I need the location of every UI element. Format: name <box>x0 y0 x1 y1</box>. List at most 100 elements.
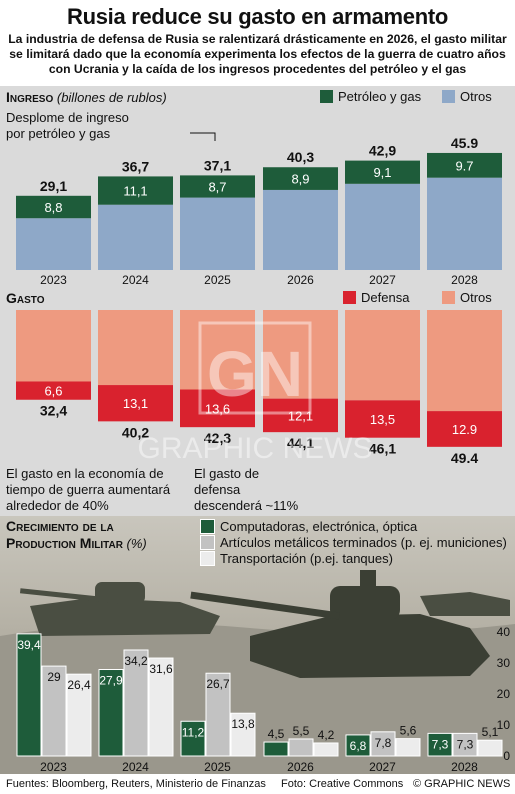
growth-legend-metal: Artículos metálicos terminados (p. ej. m… <box>200 535 507 550</box>
tank-silhouette <box>190 570 490 678</box>
x-tick-label: 2023 <box>40 760 67 774</box>
bar-petroleo-gas <box>16 195 91 219</box>
bar-segment-label: 9,1 <box>373 165 391 180</box>
income-panel: Ingreso (billones de rublos) Petróleo y … <box>0 86 515 290</box>
growth-bar-label: 13,8 <box>231 717 255 731</box>
growth-chart: 40 30 20 10 0 39,4 29 26,4 2023 27,934,231,6 2024 1… <box>16 625 511 774</box>
growth-bar-label: 11,2 <box>182 725 205 739</box>
y-tick-label: 40 <box>497 625 511 639</box>
x-tick-label: 2023 <box>40 273 67 287</box>
y-tick-label: 30 <box>497 656 511 670</box>
legend-swatch <box>442 90 455 103</box>
footer-brand: © GRAPHIC NEWS <box>413 778 511 790</box>
growth-bar-label: 5,6 <box>400 724 417 738</box>
bar-segment-label: 13,6 <box>205 401 230 416</box>
growth-bar <box>16 633 42 757</box>
footer-sources: Fuentes: Bloomberg, Reuters, Ministerio … <box>6 778 266 790</box>
bar-total-label: 42,3 <box>204 430 231 446</box>
income-annotation: Desplome de ingreso por petróleo y gas <box>6 110 129 141</box>
growth-bar <box>180 720 206 757</box>
spending-chart: 6,6 32,4 13,1 40,2 13,6 42,3 12,1 44,1 13,5 46,1 1… <box>16 310 502 466</box>
page-subtitle: La industria de defensa de Rusia se rale… <box>8 32 507 76</box>
x-tick-label: 2026 <box>287 273 314 287</box>
income-legend-other: Otros <box>442 89 492 104</box>
bar-otros <box>263 189 338 270</box>
bar-defensa <box>427 411 502 447</box>
x-tick-label: 2024 <box>122 273 149 287</box>
growth-bar <box>288 738 314 757</box>
growth-bar <box>452 732 478 757</box>
spending-heading-text: Gasto <box>6 290 45 306</box>
legend-label: Otros <box>460 89 492 104</box>
legend-swatch <box>200 519 215 534</box>
bar-total-label: 36,7 <box>122 158 149 174</box>
growth-bar <box>41 665 67 757</box>
legend-swatch <box>343 291 356 304</box>
footer-photo-credit: Foto: Creative Commons <box>281 778 404 790</box>
x-tick-label: 2028 <box>451 760 478 774</box>
bar-segment-label: 8,7 <box>208 179 226 194</box>
legend-swatch <box>442 291 455 304</box>
growth-bar <box>98 669 124 757</box>
growth-legend-transport: Transportación (p.ej. tanques) <box>200 551 393 566</box>
growth-bar-label: 4,2 <box>318 728 335 742</box>
bar-segment-label: 12,1 <box>288 408 313 423</box>
bar-segment-label: 12.9 <box>452 422 477 437</box>
bar-total-label: 40,3 <box>287 149 314 165</box>
x-tick-label: 2024 <box>122 760 149 774</box>
bar-defensa <box>98 385 173 422</box>
growth-unit: (%) <box>126 536 147 551</box>
income-heading: Ingreso (billones de rublos) <box>6 89 167 105</box>
x-tick-label: 2025 <box>204 760 231 774</box>
bar-otros <box>427 177 502 270</box>
spending-panel: Gasto Defensa Otros 6,6 32,4 13,1 40,2 13,6 4… <box>0 290 515 516</box>
bar-defensa <box>180 389 255 428</box>
y-tick-label: 20 <box>497 687 511 701</box>
growth-legend-electronics: Computadoras, electrónica, óptica <box>200 519 417 534</box>
page-title: Rusia reduce su gasto en armamento <box>66 4 449 29</box>
legend-label: Computadoras, electrónica, óptica <box>220 519 418 534</box>
growth-bar <box>230 712 256 757</box>
bar-otros <box>345 183 420 270</box>
footer: Fuentes: Bloomberg, Reuters, Ministerio … <box>0 774 515 794</box>
growth-bar-label: 7,3 <box>432 737 449 751</box>
bar-segment-label: 8,8 <box>44 200 62 215</box>
bar-petroleo-gas <box>98 176 173 205</box>
bar-total-label: 37,1 <box>204 157 231 173</box>
growth-bar <box>345 734 371 757</box>
income-chart: 8,8 29,1 2023 11,1 36,7 2024 8,7 37,1 2025 8,9 40,… <box>16 132 502 287</box>
growth-bar <box>395 738 421 757</box>
growth-panel: Crecimiento de la Production Militar (%)… <box>0 516 515 774</box>
income-unit: (billones de rublos) <box>56 90 167 105</box>
growth-bar <box>66 673 92 757</box>
legend-swatch <box>320 90 333 103</box>
bar-otros <box>16 310 91 382</box>
bar-petroleo-gas <box>427 152 502 178</box>
bar-otros <box>345 310 420 401</box>
spending-note-right: El gasto de defensa descenderá ~11% <box>194 466 299 513</box>
bar-total-label: 46,1 <box>369 441 396 457</box>
bar-otros <box>427 310 502 412</box>
bar-total-label: 32,4 <box>40 403 67 419</box>
legend-label: Petróleo y gas <box>338 89 422 104</box>
growth-bar <box>313 742 339 757</box>
growth-bar-label: 31,6 <box>149 662 173 676</box>
x-tick-label: 2026 <box>287 760 314 774</box>
legend-label: Defensa <box>361 290 410 305</box>
bar-total-label: 49.4 <box>451 450 478 466</box>
growth-bar-label: 34,2 <box>124 654 148 668</box>
x-tick-label: 2027 <box>369 273 396 287</box>
growth-bar <box>148 657 174 757</box>
bar-defensa <box>345 400 420 438</box>
header: Rusia reduce su gasto en armamento La in… <box>0 0 515 77</box>
x-tick-label: 2025 <box>204 273 231 287</box>
growth-heading: Crecimiento de la Production Militar (%) <box>6 518 186 552</box>
bar-segment-label: 13,1 <box>123 396 148 411</box>
growth-bar-label: 5,5 <box>293 724 310 738</box>
bar-otros <box>98 204 173 270</box>
growth-bar <box>477 739 503 757</box>
growth-bar <box>123 649 149 757</box>
growth-bar-label: 7,8 <box>375 736 392 750</box>
growth-bar <box>427 732 453 757</box>
bar-segment-label: 6,6 <box>44 384 62 399</box>
